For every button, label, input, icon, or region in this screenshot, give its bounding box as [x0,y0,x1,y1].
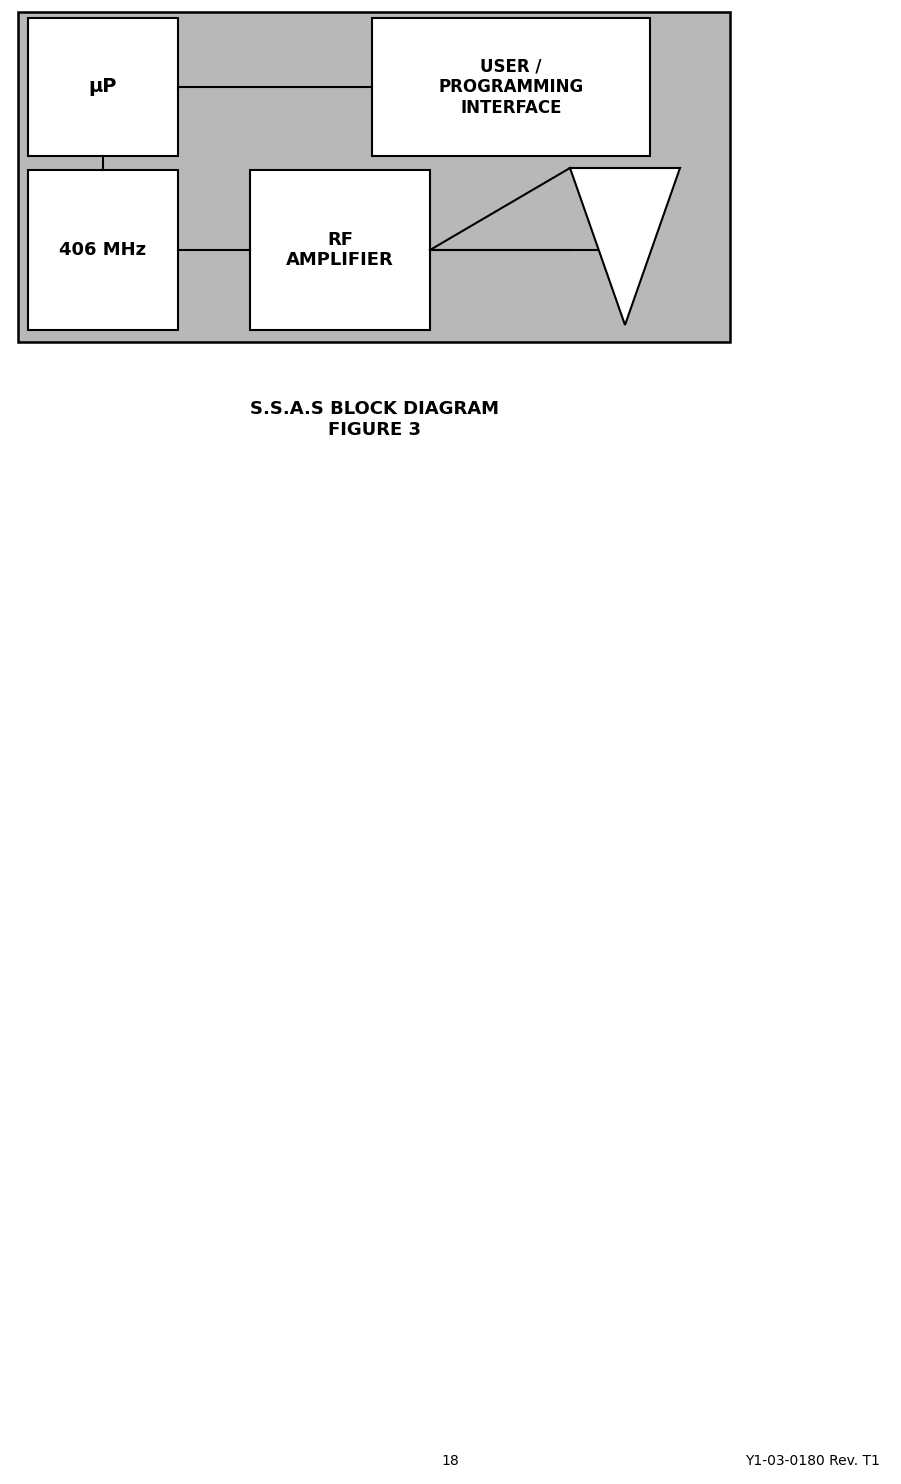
Text: 18: 18 [441,1454,460,1468]
Polygon shape [570,168,680,325]
Bar [18,12,730,341]
Text: USER /
PROGRAMMING
INTERFACE: USER / PROGRAMMING INTERFACE [439,58,584,117]
Text: RF
AMPLIFIER: RF AMPLIFIER [287,230,394,270]
Text: µP: µP [89,77,117,96]
Bar [28,171,178,329]
Bar [28,18,178,156]
Text: 406 MHz: 406 MHz [59,240,147,260]
Text: S.S.A.S BLOCK DIAGRAM
FIGURE 3: S.S.A.S BLOCK DIAGRAM FIGURE 3 [250,401,498,439]
Bar [372,18,650,156]
Text: Y1-03-0180 Rev. T1: Y1-03-0180 Rev. T1 [745,1454,880,1468]
Bar [250,171,430,329]
